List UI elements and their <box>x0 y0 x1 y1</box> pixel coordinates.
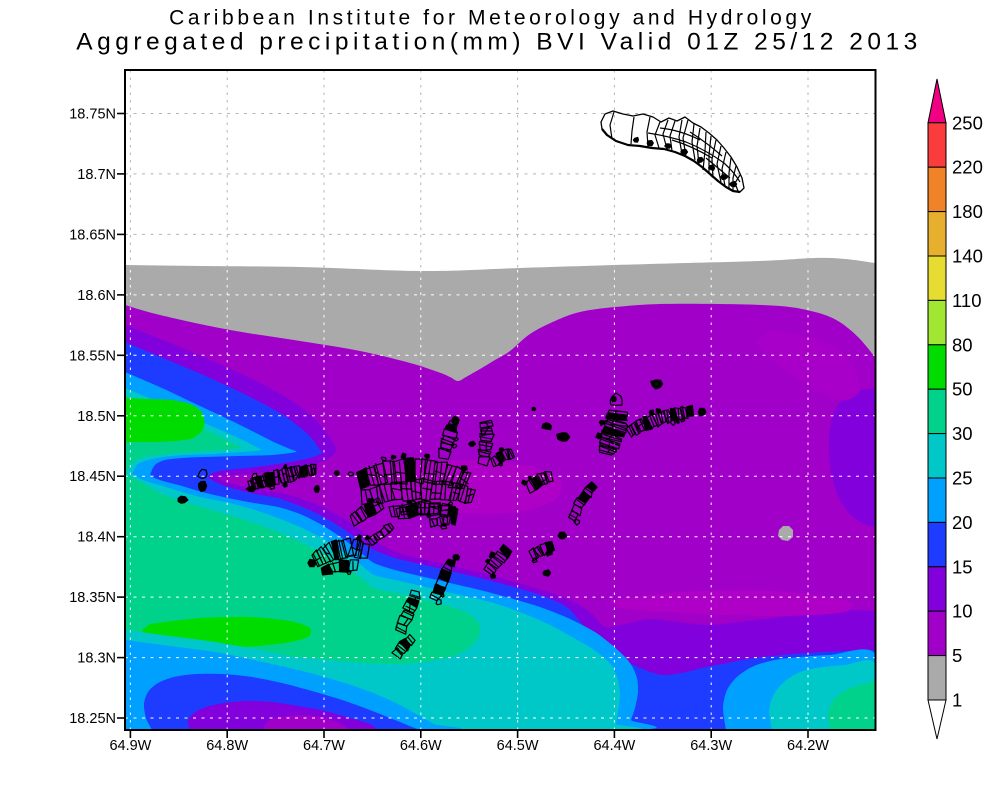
svg-text:64.2W: 64.2W <box>787 738 829 754</box>
svg-text:18.75N: 18.75N <box>69 107 116 123</box>
svg-text:64.3W: 64.3W <box>690 738 732 754</box>
svg-text:250: 250 <box>952 112 983 133</box>
svg-text:10: 10 <box>952 601 973 622</box>
svg-text:64.5W: 64.5W <box>497 738 539 754</box>
svg-text:15: 15 <box>952 556 973 577</box>
svg-text:25: 25 <box>952 468 973 489</box>
svg-text:18.25N: 18.25N <box>69 711 116 727</box>
svg-text:5: 5 <box>952 645 962 666</box>
svg-text:64.4W: 64.4W <box>593 738 635 754</box>
svg-text:80: 80 <box>952 334 973 355</box>
svg-text:Aggregated precipitation(mm) B: Aggregated precipitation(mm) BVI Valid 0… <box>76 29 921 56</box>
svg-text:18.65N: 18.65N <box>69 227 116 243</box>
svg-text:18.6N: 18.6N <box>77 288 116 304</box>
svg-text:140: 140 <box>952 246 983 267</box>
svg-text:50: 50 <box>952 379 973 400</box>
svg-text:18.4N: 18.4N <box>77 530 116 546</box>
svg-text:18.5N: 18.5N <box>77 409 116 425</box>
svg-text:30: 30 <box>952 423 973 444</box>
svg-text:18.35N: 18.35N <box>69 590 116 606</box>
svg-text:18.55N: 18.55N <box>69 348 116 364</box>
svg-text:20: 20 <box>952 512 973 533</box>
svg-text:220: 220 <box>952 157 983 178</box>
svg-text:18.3N: 18.3N <box>77 651 116 667</box>
svg-text:18.45N: 18.45N <box>69 469 116 485</box>
svg-text:64.7W: 64.7W <box>303 738 345 754</box>
svg-text:Caribbean Institute for Meteor: Caribbean Institute for Meteorology and … <box>169 7 815 30</box>
svg-text:18.7N: 18.7N <box>77 167 116 183</box>
svg-text:1: 1 <box>952 690 962 711</box>
svg-text:110: 110 <box>952 290 982 311</box>
svg-text:64.6W: 64.6W <box>400 738 442 754</box>
svg-text:64.8W: 64.8W <box>206 738 248 754</box>
svg-text:180: 180 <box>952 201 983 222</box>
svg-text:64.9W: 64.9W <box>109 738 151 754</box>
